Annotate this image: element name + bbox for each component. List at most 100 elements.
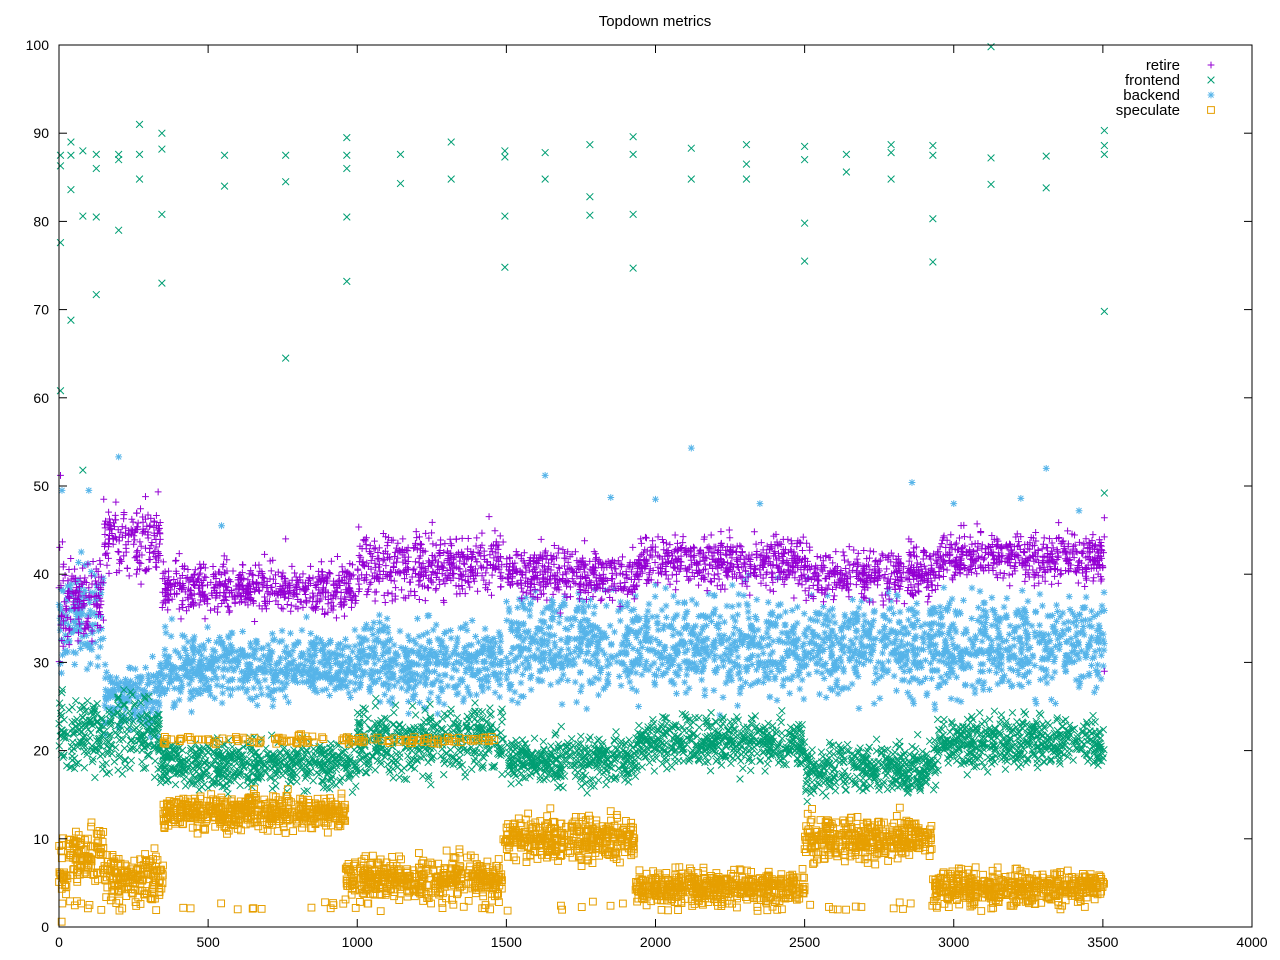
backend-point [860, 611, 868, 619]
backend-point [200, 645, 208, 653]
backend-point [140, 689, 148, 697]
backend-point [550, 656, 558, 664]
backend-point [137, 676, 145, 684]
backend-point [607, 494, 615, 501]
backend-point [527, 672, 535, 679]
backend-point [204, 665, 212, 672]
backend-point [480, 635, 488, 643]
backend-point [606, 660, 614, 668]
backend-point [710, 610, 717, 618]
backend-point [337, 684, 345, 692]
backend-point [264, 641, 272, 649]
backend-point [770, 659, 778, 667]
backend-point [475, 638, 482, 646]
frontend-point [309, 776, 317, 785]
backend-point [283, 679, 291, 687]
backend-point [100, 719, 108, 727]
backend-point [185, 655, 193, 663]
backend-point [278, 686, 286, 694]
backend-point [604, 680, 612, 688]
backend-point [356, 661, 364, 668]
backend-point [437, 684, 445, 692]
backend-point [652, 581, 659, 589]
backend-point [990, 607, 998, 614]
backend-point [1063, 652, 1070, 660]
backend-point [534, 624, 542, 632]
backend-point [812, 659, 820, 667]
backend-point [617, 598, 625, 606]
frontend-point [607, 773, 615, 782]
backend-point [839, 623, 847, 631]
backend-point [157, 660, 165, 667]
backend-point [513, 632, 520, 640]
backend-point [62, 649, 70, 657]
backend-point [833, 676, 841, 684]
backend-point [848, 680, 856, 688]
backend-point [172, 670, 180, 678]
backend-point [876, 628, 884, 636]
backend-point [194, 666, 202, 674]
backend-point [988, 594, 996, 602]
backend-point [352, 666, 360, 674]
backend-point [321, 662, 329, 670]
backend-point [636, 650, 644, 657]
backend-point [390, 682, 398, 690]
backend-point [515, 595, 523, 603]
backend-point [927, 648, 935, 656]
backend-point [155, 670, 162, 678]
backend-point [775, 638, 783, 645]
backend-point [287, 666, 295, 674]
backend-point [942, 605, 949, 613]
backend-point [353, 653, 361, 660]
backend-point [662, 654, 670, 662]
backend-point [204, 660, 212, 668]
backend-point [575, 652, 583, 660]
frontend-point [153, 722, 161, 731]
backend-point [1081, 603, 1089, 611]
backend-point [971, 685, 979, 693]
backend-point [790, 640, 797, 648]
backend-point [872, 669, 880, 677]
backend-point [632, 592, 640, 600]
backend-point [900, 642, 908, 650]
backend-point [683, 671, 691, 679]
backend-point [189, 693, 197, 701]
backend-point [109, 686, 117, 693]
backend-point [264, 684, 272, 692]
backend-point [825, 607, 833, 615]
backend-point [234, 659, 242, 667]
backend-point [410, 636, 418, 644]
backend-point [557, 653, 565, 661]
backend-point [813, 652, 821, 660]
backend-point [1025, 678, 1033, 686]
frontend-point [138, 732, 146, 740]
backend-point [511, 688, 519, 696]
backend-point [728, 581, 736, 589]
backend-point [896, 619, 903, 627]
backend-point [783, 648, 790, 655]
frontend-point [361, 705, 370, 713]
backend-point [957, 650, 964, 657]
backend-point [918, 663, 926, 671]
backend-point [1100, 646, 1108, 654]
backend-point [824, 592, 831, 599]
backend-point [1018, 644, 1026, 652]
backend-point [536, 667, 544, 675]
backend-point [546, 651, 554, 659]
backend-point [101, 701, 109, 709]
backend-point [208, 659, 216, 667]
backend-point [700, 638, 708, 646]
backend-point [583, 629, 590, 637]
backend-point [1046, 650, 1054, 657]
backend-point [819, 603, 827, 611]
backend-point [357, 681, 364, 689]
backend-point [276, 659, 283, 667]
backend-point [401, 664, 408, 672]
plot-marks [55, 43, 1109, 926]
backend-point [867, 651, 875, 659]
backend-point [196, 658, 204, 666]
backend-point [1074, 638, 1082, 646]
backend-point [167, 666, 174, 673]
backend-point [870, 679, 878, 687]
backend-point [680, 658, 688, 666]
